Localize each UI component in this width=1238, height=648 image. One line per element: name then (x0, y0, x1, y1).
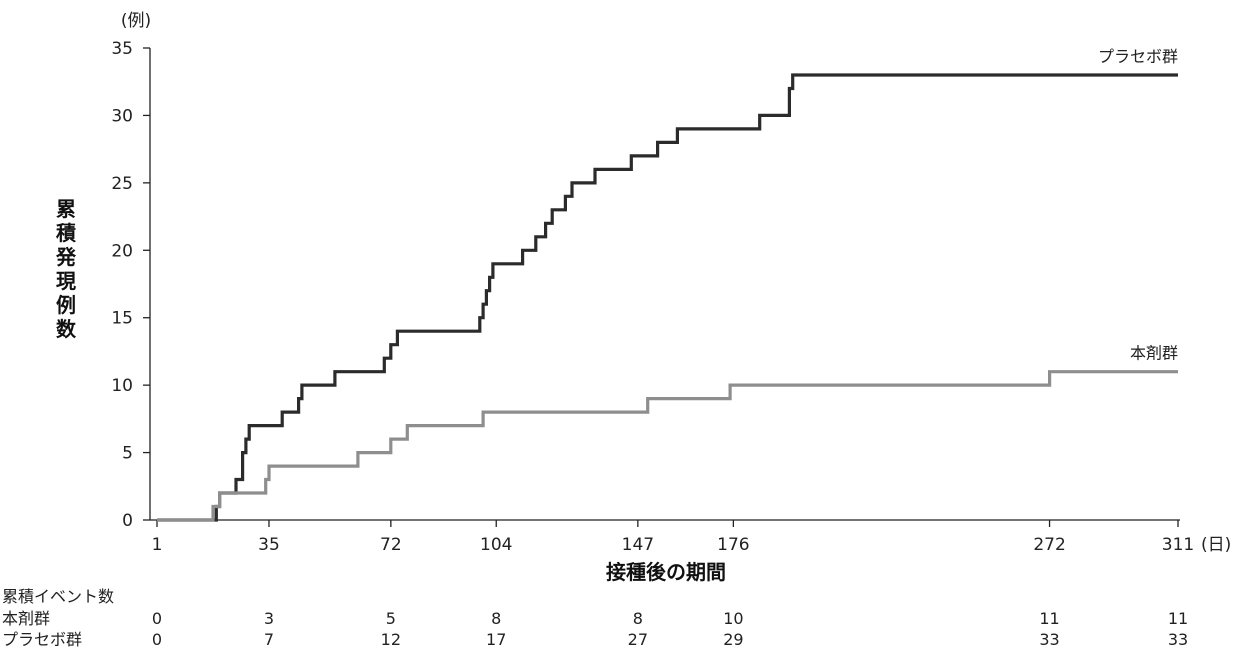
x-ticks: 1 35 72 104 147 176 272 311 (152, 520, 1194, 555)
x-axis-title: 接種後の期間 (606, 560, 726, 584)
y-tick-label: 25 (111, 174, 133, 194)
y-axis-title: 累積発現例数 (55, 197, 77, 341)
series-line-0 (157, 73, 1178, 522)
risk-table-row-label: プラセボ群 (2, 630, 82, 648)
risk-table-cell: 33 (1039, 630, 1059, 648)
risk-table-cell: 17 (486, 630, 506, 648)
x-tick-label: 72 (380, 535, 402, 555)
x-tick-label: 147 (622, 535, 654, 555)
risk-table-cell: 27 (628, 630, 648, 648)
risk-table-cell: 0 (152, 609, 162, 628)
x-axis-unit: (日) (1201, 535, 1231, 555)
y-tick-label: 35 (111, 39, 133, 59)
y-tick-label: 5 (122, 444, 133, 464)
y-tick-label: 30 (111, 106, 133, 126)
y-tick-label: 15 (111, 309, 133, 329)
x-tick-label: 35 (258, 535, 280, 555)
risk-table-cell: 0 (152, 630, 162, 648)
x-tick-label: 1 (152, 535, 163, 555)
risk-table-row-label: 本剤群 (2, 609, 50, 628)
risk-table-cell: 11 (1168, 609, 1188, 628)
risk-table-cell: 10 (723, 609, 743, 628)
x-tick-label: 311 (1162, 535, 1194, 555)
risk-table-cell: 3 (264, 609, 274, 628)
risk-table-title: 累積イベント数 (2, 587, 114, 606)
x-tick-label: 272 (1033, 535, 1065, 555)
risk-table-cell: 33 (1168, 630, 1188, 648)
risk-table-cell: 12 (381, 630, 401, 648)
risk-table-cell: 29 (723, 630, 743, 648)
series-layer (157, 73, 1178, 522)
y-axis-unit: (例) (121, 11, 151, 31)
series-line-1 (157, 370, 1178, 522)
y-ticks: 0 5 10 15 20 25 30 35 (111, 39, 150, 531)
x-tick-label: 176 (717, 535, 749, 555)
risk-table-cell: 7 (264, 630, 274, 648)
y-tick-label: 20 (111, 241, 133, 261)
y-tick-label: 0 (122, 511, 133, 531)
x-tick-label: 104 (480, 535, 512, 555)
risk-table-cell: 8 (491, 609, 501, 628)
y-tick-label: 10 (111, 376, 133, 396)
series-label-1: 本剤群 (1130, 344, 1178, 363)
series-label-0: プラセボ群 (1098, 47, 1178, 66)
risk-table: 本剤群 0 3 5 8 8 10 11 11 プラセボ群 0 7 12 17 27 29 33 33 (2, 609, 1188, 648)
risk-table-cell: 5 (386, 609, 396, 628)
risk-table-cell: 8 (633, 609, 643, 628)
risk-table-cell: 11 (1039, 609, 1059, 628)
